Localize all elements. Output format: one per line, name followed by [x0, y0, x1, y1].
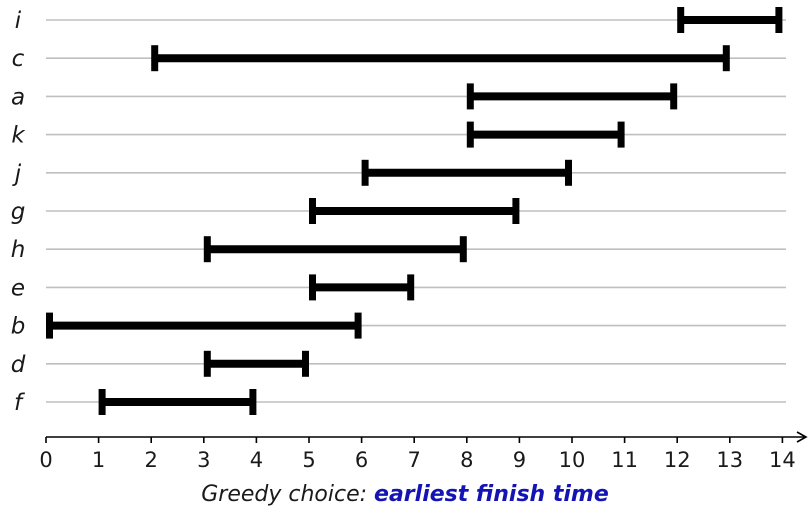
row-label-k: k — [11, 123, 26, 149]
row-label-c: c — [12, 46, 25, 72]
row-label-a: a — [11, 84, 25, 110]
x-tick-label: 4 — [250, 448, 263, 472]
x-tick-label: 12 — [664, 448, 691, 472]
x-tick-label: 10 — [559, 448, 586, 472]
x-tick-label: 0 — [39, 448, 52, 472]
x-tick-label: 11 — [611, 448, 638, 472]
row-label-f: f — [14, 390, 25, 416]
row-label-e: e — [11, 275, 25, 301]
row-label-h: h — [11, 237, 26, 263]
interval-h — [207, 236, 463, 262]
row-label-i: i — [15, 8, 22, 34]
interval-g — [313, 198, 516, 224]
x-tick-label: 1 — [92, 448, 105, 472]
interval-c — [155, 45, 727, 71]
caption-prefix: Greedy choice: — [201, 482, 374, 507]
row-label-b: b — [11, 314, 26, 340]
x-tick-label: 2 — [145, 448, 158, 472]
x-tick-label: 9 — [513, 448, 526, 472]
caption-emphasis: earliest finish time — [374, 482, 609, 507]
interval-j — [365, 160, 568, 186]
row-label-d: d — [11, 352, 26, 378]
x-tick-label: 13 — [716, 448, 743, 472]
x-tick-label: 14 — [769, 448, 796, 472]
x-axis: 0 1 2 3 4 5 6 7 8 9 10 11 12 13 14 — [39, 432, 806, 472]
x-tick-label: 7 — [408, 448, 421, 472]
caption: Greedy choice: earliest finish time — [0, 482, 810, 507]
x-tick-label: 6 — [355, 448, 368, 472]
interval-k — [470, 122, 621, 148]
x-tick-label: 5 — [302, 448, 315, 472]
row-label-g: g — [11, 199, 26, 225]
row-label-j: j — [12, 161, 22, 187]
interval-e — [313, 274, 411, 300]
interval-i — [681, 7, 779, 33]
interval-f — [102, 389, 253, 415]
x-tick-label: 8 — [460, 448, 473, 472]
x-tick-label: 3 — [197, 448, 210, 472]
interval-d — [207, 351, 305, 377]
interval-a — [470, 83, 673, 109]
interval-b — [50, 313, 359, 339]
